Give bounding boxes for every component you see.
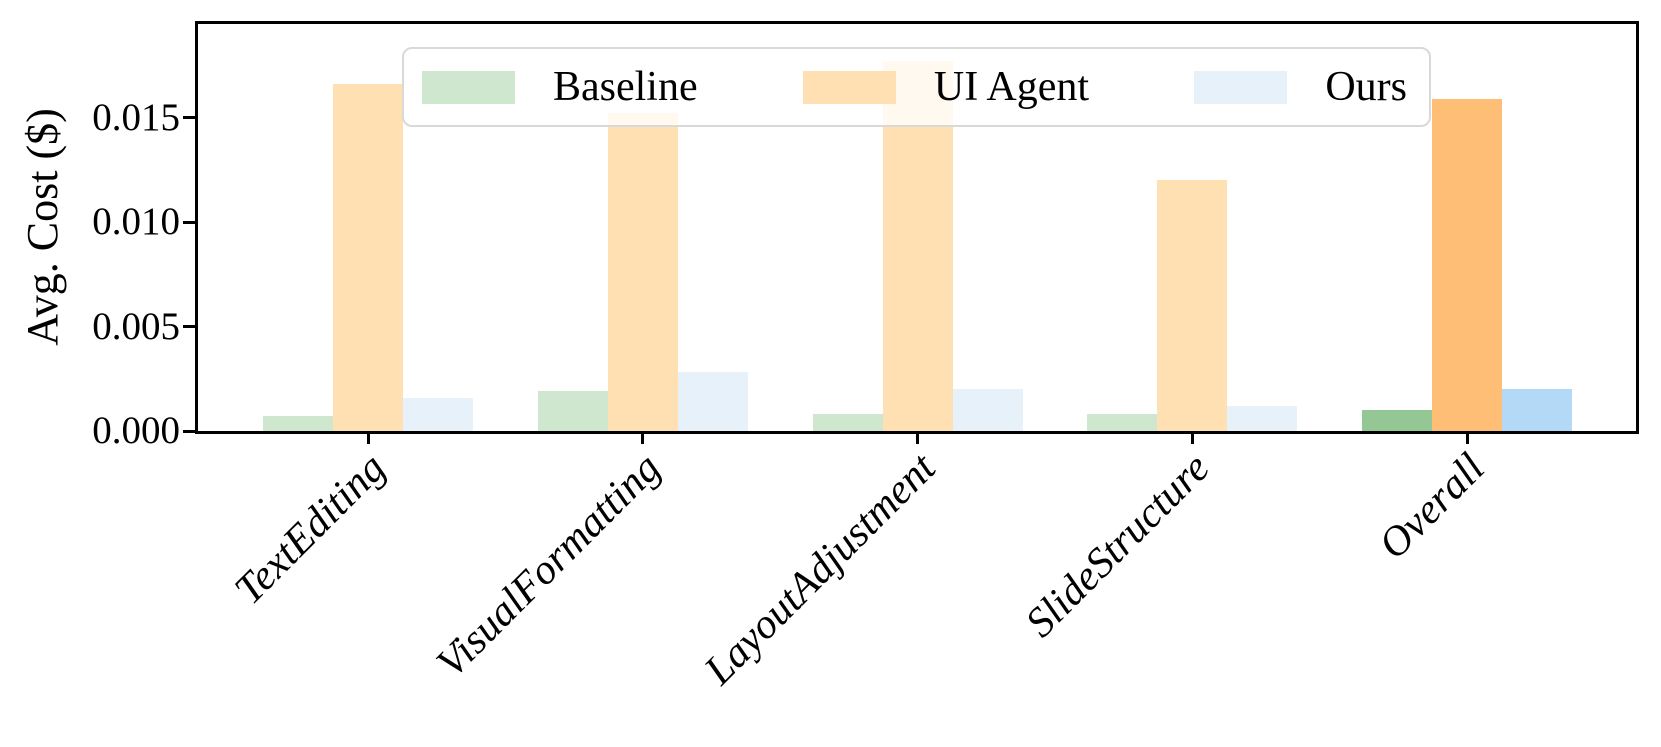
bar-baseline-textediting xyxy=(263,416,333,431)
bar-ours-layoutadjustment xyxy=(952,389,1023,431)
y-tick-mark-0.015 xyxy=(183,116,195,119)
y-tick-label-0.015: 0.015 xyxy=(92,95,180,139)
y-tick-label-0.010: 0.010 xyxy=(92,200,180,243)
x-tick-label-textediting: TextEditing xyxy=(226,445,395,614)
legend-label-baseline: Baseline xyxy=(553,64,698,110)
bar-baseline-visualformatting xyxy=(537,391,608,431)
x-tick-label-layoutadjustment: LayoutAdjustment xyxy=(695,445,945,694)
y-tick-label-0.005: 0.005 xyxy=(92,304,180,348)
bar-baseline-slidestructure xyxy=(1087,414,1158,431)
x-tick-mark-layoutadjustment xyxy=(916,434,919,444)
y-tick-mark-0.005 xyxy=(183,325,195,328)
x-tick-label-slidestructure: SlideStructure xyxy=(1017,445,1219,647)
y-tick-label-0.000: 0.000 xyxy=(92,409,180,452)
bar-baseline-layoutadjustment xyxy=(812,414,883,431)
bar-ui-agent-visualformatting xyxy=(607,113,678,431)
legend-item-ours: Ours xyxy=(1194,64,1407,110)
legend: Baseline UI Agent Ours xyxy=(402,47,1431,127)
legend-item-ui-agent: UI Agent xyxy=(802,64,1090,110)
legend-swatch-baseline xyxy=(422,70,515,104)
legend-item-baseline: Baseline xyxy=(422,64,698,110)
bar-ours-visualformatting xyxy=(677,372,748,431)
legend-swatch-ours xyxy=(1194,70,1288,104)
x-tick-mark-overall xyxy=(1465,434,1469,444)
legend-label-ours: Ours xyxy=(1325,64,1407,110)
bar-ui-agent-overall xyxy=(1432,98,1502,431)
bar-ui-agent-textediting xyxy=(333,84,403,431)
bar-ui-agent-slidestructure xyxy=(1157,180,1228,431)
x-tick-mark-textediting xyxy=(366,434,370,444)
bar-baseline-overall xyxy=(1362,410,1432,431)
legend-label-ui-agent: UI Agent xyxy=(933,64,1090,110)
x-tick-label-overall: Overall xyxy=(1370,445,1494,569)
bar-ours-overall xyxy=(1502,389,1572,431)
x-tick-mark-slidestructure xyxy=(1190,434,1194,444)
y-tick-mark-0.000 xyxy=(183,429,195,433)
x-tick-mark-visualformatting xyxy=(641,434,645,444)
bar-ours-textediting xyxy=(403,397,473,431)
x-tick-label-visualformatting: VisualFormatting xyxy=(427,445,670,687)
y-tick-mark-0.010 xyxy=(183,220,195,224)
legend-swatch-ui-agent xyxy=(802,70,896,104)
bar-ours-slidestructure xyxy=(1227,405,1298,431)
